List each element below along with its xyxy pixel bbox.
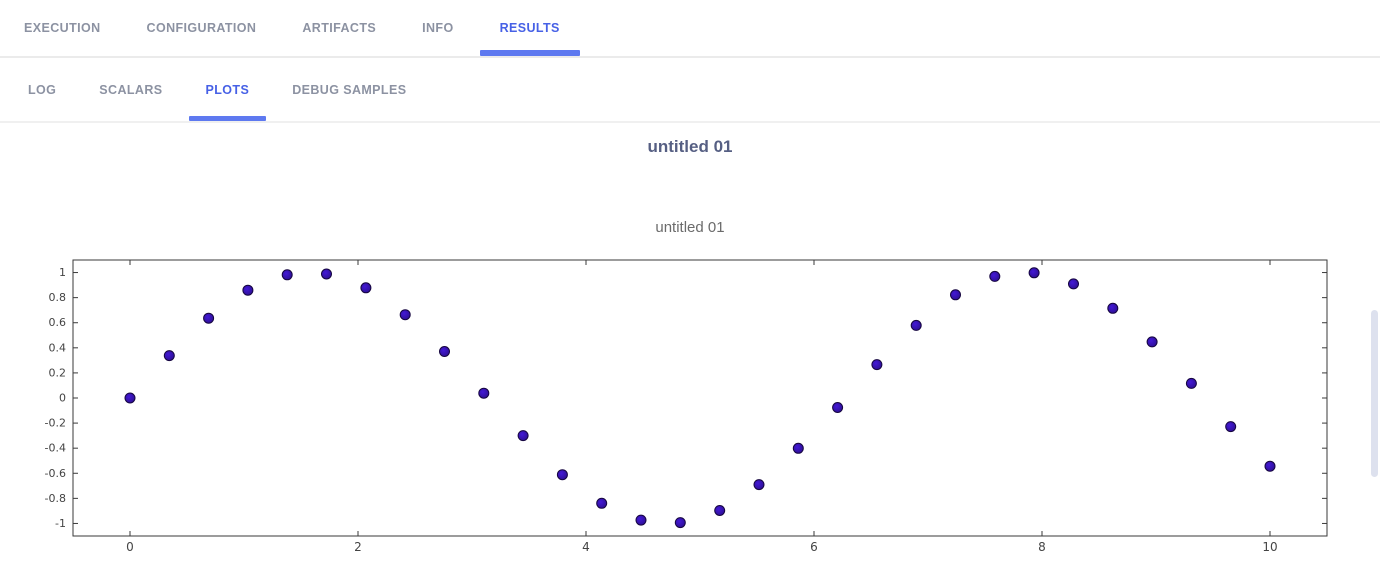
svg-text:0: 0 (59, 392, 66, 405)
active-tab-underline (188, 116, 267, 121)
tab-debug-samples[interactable]: DEBUG SAMPLES (292, 58, 406, 121)
scatter-plot-canvas[interactable]: 0 2 4 6 8 10 1 0.8 0.6 0.4 0.2 0 -0.2 -0.4 -0.6 -0.8 -1 (0, 246, 1380, 576)
svg-text:-0.6: -0.6 (45, 467, 66, 480)
section-title: untitled 01 (647, 137, 733, 156)
tab-execution[interactable]: EXECUTION (24, 0, 101, 56)
svg-text:0: 0 (126, 540, 134, 554)
svg-text:-0.4: -0.4 (45, 442, 66, 455)
tab-label: RESULTS (499, 21, 560, 35)
active-tab-underline (479, 50, 580, 56)
tab-configuration[interactable]: CONFIGURATION (147, 0, 257, 56)
svg-text:0.6: 0.6 (49, 316, 67, 329)
tab-results[interactable]: RESULTS (479, 0, 580, 56)
svg-text:1: 1 (59, 266, 66, 279)
tab-label: CONFIGURATION (146, 21, 257, 35)
secondary-tab-bar: LOG SCALARS PLOTS DEBUG SAMPLES (0, 58, 1380, 123)
plot-title: untitled 01 (655, 219, 725, 236)
primary-tab-bar: EXECUTION CONFIGURATION ARTIFACTS INFO RESUL… (0, 0, 1380, 58)
scrollbar-thumb[interactable] (1371, 310, 1378, 477)
svg-text:4: 4 (582, 540, 590, 554)
svg-text:8: 8 (1038, 540, 1046, 554)
svg-text:-0.2: -0.2 (45, 417, 66, 430)
svg-text:6: 6 (810, 540, 818, 554)
svg-text:0.8: 0.8 (49, 291, 67, 304)
tab-artifacts[interactable]: ARTIFACTS (302, 0, 376, 56)
tab-label: ARTIFACTS (302, 21, 377, 35)
tab-info[interactable]: INFO (422, 0, 453, 56)
tab-label: EXECUTION (24, 21, 101, 35)
tab-plots[interactable]: PLOTS (188, 58, 267, 121)
svg-text:0.2: 0.2 (49, 366, 67, 379)
tab-label: SCALARS (99, 82, 163, 97)
svg-text:0.4: 0.4 (49, 341, 67, 354)
scatter-plot[interactable]: 0 2 4 6 8 10 1 0.8 0.6 0.4 0.2 0 -0.2 -0.4 -0.6 -0.8 -1 (0, 246, 1380, 576)
tab-label: INFO (422, 21, 454, 35)
tab-log[interactable]: LOG (28, 58, 56, 121)
tab-label: DEBUG SAMPLES (292, 82, 407, 97)
svg-text:2: 2 (354, 540, 362, 554)
tab-label: LOG (28, 82, 57, 97)
svg-text:-0.8: -0.8 (45, 492, 66, 505)
tab-scalars[interactable]: SCALARS (99, 58, 162, 121)
svg-text:-1: -1 (55, 517, 66, 530)
svg-text:10: 10 (1262, 540, 1277, 554)
tab-label: PLOTS (205, 82, 250, 97)
